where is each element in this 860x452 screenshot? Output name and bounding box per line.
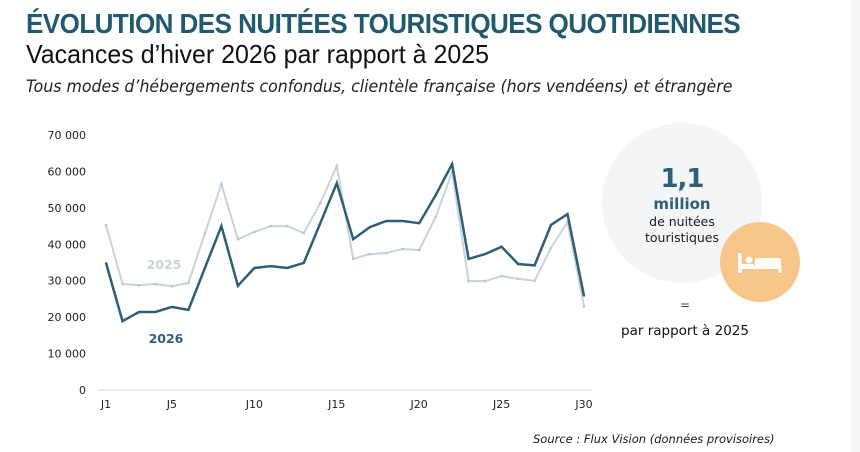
series-line-2026 bbox=[104, 160, 586, 323]
data-point-2025 bbox=[417, 248, 421, 252]
right-edge-strip bbox=[851, 0, 860, 452]
data-point-2025 bbox=[286, 224, 289, 228]
data-point-2026 bbox=[220, 225, 223, 227]
data-point-2026 bbox=[434, 194, 437, 196]
data-point-2026 bbox=[105, 262, 107, 264]
data-point-2026 bbox=[154, 311, 157, 313]
y-tick-label: 50 000 bbox=[48, 202, 87, 215]
data-point-2026 bbox=[517, 263, 519, 265]
series-layer bbox=[104, 160, 586, 323]
series-2026 bbox=[104, 160, 586, 323]
data-point-2025 bbox=[335, 164, 339, 168]
data-point-2025 bbox=[500, 274, 503, 278]
y-tick-label: 70 000 bbox=[48, 129, 87, 142]
bed-icon bbox=[738, 253, 782, 273]
data-point-2026 bbox=[121, 320, 124, 322]
data-point-2026 bbox=[385, 220, 388, 222]
series-line-2025 bbox=[105, 162, 585, 307]
data-point-2026 bbox=[302, 262, 305, 264]
data-point-2025 bbox=[549, 246, 553, 250]
data-point-2025 bbox=[384, 251, 388, 255]
data-point-2026 bbox=[187, 309, 190, 311]
data-point-2026 bbox=[269, 265, 272, 267]
data-point-2025 bbox=[516, 277, 520, 281]
data-point-2026 bbox=[566, 213, 569, 215]
chart-subtitle: Vacances d’hiver 2026 par rapport à 2025 bbox=[26, 39, 490, 69]
chart-title: ÉVOLUTION DES NUITÉES TOURISTIQUES QUOTI… bbox=[26, 8, 741, 39]
data-point-2026 bbox=[401, 220, 404, 222]
data-point-2026 bbox=[352, 238, 355, 241]
summary-description-line2: touristiques bbox=[644, 230, 720, 245]
data-point-2025 bbox=[483, 279, 487, 283]
data-point-2026 bbox=[418, 222, 421, 225]
data-point-2026 bbox=[500, 245, 503, 248]
x-tick-label: J25 bbox=[492, 398, 510, 411]
data-point-2026 bbox=[335, 182, 338, 184]
data-point-2026 bbox=[138, 311, 140, 313]
bed-badge bbox=[720, 222, 800, 302]
data-point-2025 bbox=[203, 232, 207, 235]
data-point-2025 bbox=[319, 201, 322, 205]
line-chart: 0 10 000 20 000 30 000 40 000 50 000 60 000 70 … bbox=[48, 129, 593, 411]
data-point-2025 bbox=[187, 281, 190, 285]
data-point-2025 bbox=[533, 279, 536, 282]
x-tick-label: J1 bbox=[100, 398, 111, 411]
x-tick-label: J10 bbox=[245, 398, 263, 411]
data-point-2025 bbox=[137, 283, 141, 287]
data-point-2026 bbox=[204, 267, 206, 269]
x-tick-label: J5 bbox=[166, 398, 177, 411]
data-point-2025 bbox=[253, 230, 256, 234]
y-tick-label: 0 bbox=[79, 384, 86, 397]
summary-description-line1: de nuitées bbox=[649, 214, 715, 229]
data-point-2025 bbox=[582, 304, 586, 308]
summary-value: 1,1 bbox=[660, 164, 704, 194]
data-point-2026 bbox=[550, 224, 552, 226]
series-2025 bbox=[104, 162, 586, 308]
data-point-2026 bbox=[237, 284, 239, 287]
y-tick-label: 60 000 bbox=[48, 165, 87, 178]
data-point-2026 bbox=[533, 264, 536, 267]
data-point-2026 bbox=[171, 306, 173, 308]
data-point-2025 bbox=[368, 252, 372, 256]
data-point-2025 bbox=[401, 247, 405, 251]
summary-unit: million bbox=[653, 195, 711, 213]
data-point-2026 bbox=[253, 267, 256, 269]
series-label-2026: 2026 bbox=[149, 331, 184, 346]
y-tick-label: 20 000 bbox=[48, 311, 87, 324]
data-point-2025 bbox=[302, 231, 306, 235]
x-tick-label: J30 bbox=[574, 398, 592, 411]
change-symbol: = bbox=[679, 298, 691, 312]
series-label-2025: 2025 bbox=[147, 257, 182, 272]
data-point-2026 bbox=[583, 295, 585, 297]
source-note: Source : Flux Vision (données provisoire… bbox=[533, 432, 775, 446]
x-tick-label: J20 bbox=[410, 398, 428, 411]
data-point-2026 bbox=[286, 267, 289, 269]
data-point-2026 bbox=[467, 258, 470, 260]
data-point-2026 bbox=[484, 253, 486, 256]
y-axis: 0 10 000 20 000 30 000 40 000 50 000 60 000 70 … bbox=[48, 129, 87, 397]
data-point-2026 bbox=[368, 226, 371, 229]
data-point-2025 bbox=[269, 224, 273, 228]
data-point-2025 bbox=[154, 282, 157, 286]
data-point-2026 bbox=[319, 222, 322, 225]
data-point-2025 bbox=[220, 182, 223, 186]
x-axis: J1 J5 J10 J15 J20 J25 J30 bbox=[98, 389, 593, 411]
comparison-text: par rapport à 2025 bbox=[621, 323, 749, 339]
y-tick-label: 10 000 bbox=[48, 348, 87, 361]
x-tick-label: J15 bbox=[327, 398, 345, 411]
data-point-2025 bbox=[467, 279, 470, 283]
summary-description: de nuitées touristiques bbox=[602, 214, 762, 246]
data-point-2025 bbox=[434, 215, 438, 219]
y-tick-label: 40 000 bbox=[48, 238, 87, 251]
data-point-2025 bbox=[104, 223, 108, 227]
y-tick-label: 30 000 bbox=[48, 275, 87, 288]
data-point-2025 bbox=[121, 282, 124, 286]
data-point-2025 bbox=[351, 257, 355, 261]
data-point-2026 bbox=[451, 163, 453, 165]
data-point-2025 bbox=[236, 237, 240, 241]
data-point-2025 bbox=[170, 284, 174, 288]
chart-scope-note: Tous modes d’hébergements confondus, cli… bbox=[26, 77, 733, 96]
